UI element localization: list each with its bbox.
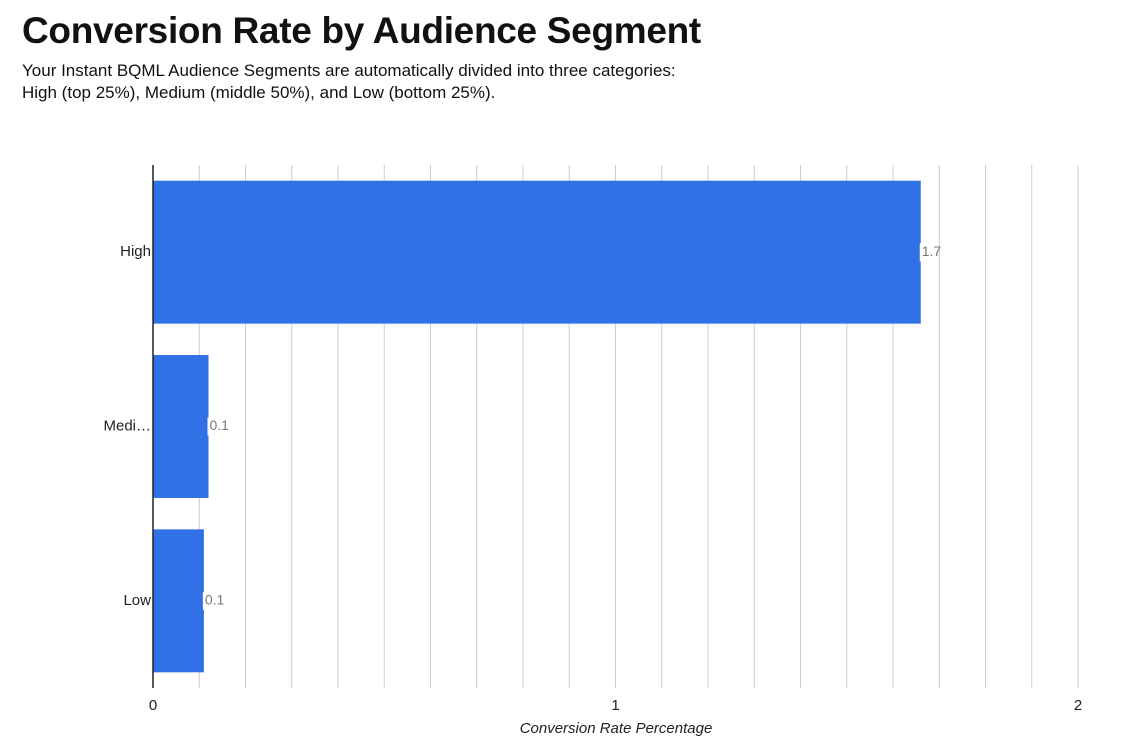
chart-title: Conversion Rate by Audience Segment	[22, 10, 701, 51]
bar	[153, 180, 921, 324]
y-tick-label: Medi…	[103, 417, 151, 434]
value-label-bg	[202, 591, 206, 610]
bar	[153, 529, 204, 673]
x-tick-label: 2	[1074, 697, 1082, 714]
value-label-bg	[919, 243, 923, 262]
y-tick-label: High	[120, 243, 151, 260]
value-label: 0.1	[205, 592, 225, 608]
x-tick-label: 0	[149, 697, 157, 714]
x-axis-title: Conversion Rate Percentage	[520, 720, 713, 737]
value-label: 0.1	[210, 417, 230, 433]
y-tick-label: Low	[123, 592, 151, 609]
x-tick-label: 1	[611, 697, 619, 714]
chart-subtitle: Your Instant BQML Audience Segments are …	[22, 61, 676, 102]
bar	[153, 355, 209, 498]
value-label-bg	[207, 417, 211, 436]
value-label: 1.7	[922, 243, 942, 259]
